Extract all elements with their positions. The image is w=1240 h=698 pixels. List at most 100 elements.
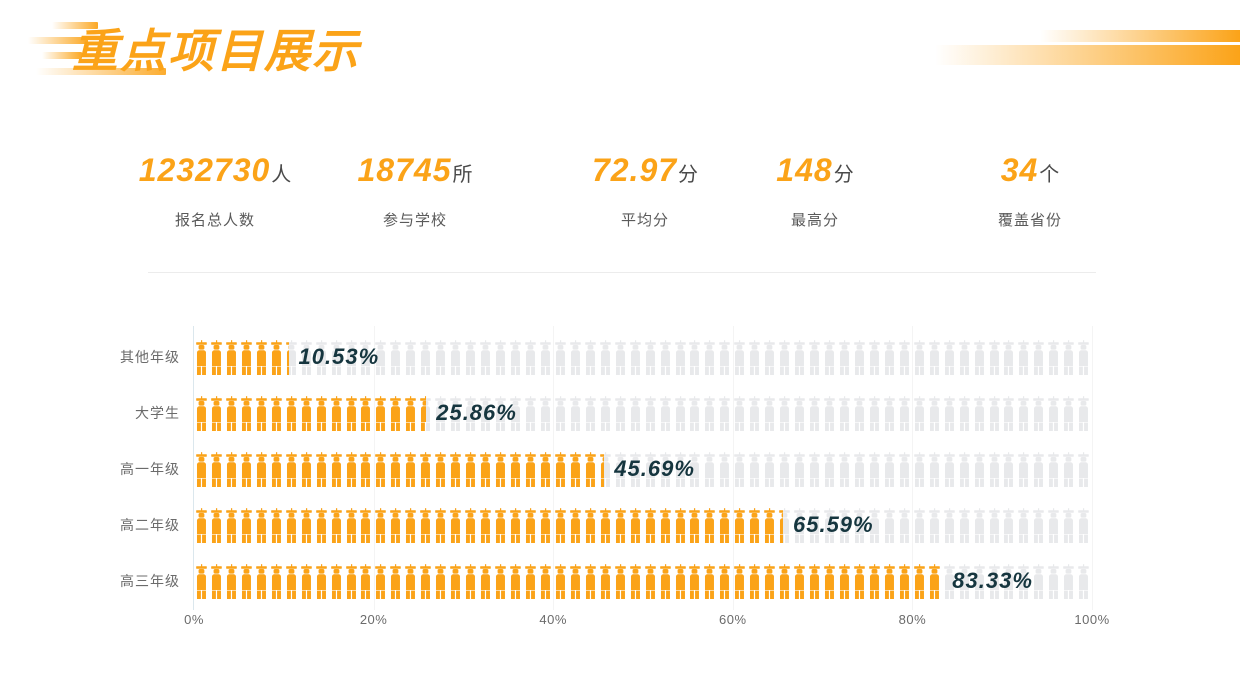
- graduate-person-icon: [824, 396, 835, 431]
- graduate-person-icon: [1018, 340, 1030, 375]
- graduate-person-icon: [898, 452, 910, 487]
- graduate-person-icon: [614, 340, 626, 375]
- graduate-person-icon: [884, 340, 895, 375]
- graduate-person-icon: [958, 396, 970, 431]
- graduate-person-icon: [420, 508, 432, 543]
- stat-unit: 分: [833, 164, 854, 186]
- graduate-person-icon: [928, 564, 940, 599]
- graduate-person-icon: [884, 508, 895, 543]
- graduate-person-icon: [420, 452, 432, 487]
- graduate-person-icon: [1033, 396, 1045, 431]
- graduate-person-icon: [809, 396, 820, 431]
- graduate-person-icon: [749, 340, 761, 375]
- graduate-person-icon: [315, 564, 327, 599]
- graduate-person-icon: [405, 508, 417, 543]
- graduate-person-icon: [226, 564, 237, 599]
- graduate-person-icon: [734, 508, 746, 543]
- graduate-person-icon: [1063, 508, 1075, 543]
- graduate-person-icon: [360, 452, 372, 487]
- graduate-person-icon: [689, 340, 701, 375]
- graduate-person-icon: [570, 396, 581, 431]
- chart-row-label: 其他年级: [120, 349, 180, 365]
- graduate-person-icon: [1048, 564, 1060, 599]
- graduate-person-icon: [674, 396, 686, 431]
- graduate-person-icon: [405, 396, 417, 431]
- graduate-person-icon: [1018, 564, 1030, 599]
- graduate-person-icon: [1003, 396, 1015, 431]
- graduate-person-icon: [629, 340, 641, 375]
- stat-value: 1232730人: [138, 152, 292, 188]
- corner-bar-bottom: [935, 45, 1240, 65]
- graduate-person-icon: [256, 564, 267, 599]
- graduate-person-icon: [1078, 396, 1089, 431]
- graduate-person-icon: [614, 508, 626, 543]
- stat-label: 覆盖省份: [997, 212, 1062, 229]
- graduate-person-icon: [824, 452, 835, 487]
- graduate-person-icon: [973, 396, 985, 431]
- speed-line-4: [36, 68, 166, 75]
- graduate-person-icon: [330, 452, 342, 487]
- graduate-person-icon: [898, 340, 910, 375]
- graduate-person-icon: [614, 564, 626, 599]
- corner-bar-top: [1040, 30, 1240, 42]
- graduate-person-icon: [315, 508, 327, 543]
- graduate-person-icon: [584, 452, 596, 487]
- graduate-person-icon: [270, 508, 282, 543]
- graduate-person-icon: [256, 340, 267, 375]
- graduate-person-icon: [330, 396, 342, 431]
- chart-row: 高二年级 65.59%: [0, 502, 1240, 548]
- graduate-person-icon: [315, 340, 327, 375]
- graduate-person-icon: [345, 396, 357, 431]
- graduate-person-icon: [869, 396, 880, 431]
- graduate-person-icon: [435, 452, 447, 487]
- graduate-person-icon: [510, 564, 521, 599]
- graduate-person-icon: [659, 564, 671, 599]
- graduate-person-icon: [958, 452, 970, 487]
- graduate-person-icon: [854, 508, 865, 543]
- graduate-person-icon: [629, 452, 641, 487]
- graduate-person-icon: [1078, 452, 1089, 487]
- graduate-person-icon: [390, 508, 402, 543]
- graduate-person-icon: [480, 564, 491, 599]
- section-divider: [148, 272, 1096, 273]
- graduate-person-icon: [465, 340, 476, 375]
- graduate-person-icon: [285, 564, 297, 599]
- graduate-person-icon: [854, 340, 865, 375]
- graduate-person-icon: [1063, 452, 1075, 487]
- graduate-person-icon: [480, 508, 491, 543]
- graduate-person-icon: [898, 396, 910, 431]
- graduate-person-icon: [839, 340, 850, 375]
- graduate-person-icon: [584, 396, 596, 431]
- chart-value-label: 45.69%: [614, 456, 695, 481]
- graduate-person-icon: [375, 564, 387, 599]
- stat-card-5: 34个 覆盖省份: [910, 148, 1150, 235]
- graduate-person-icon: [375, 452, 387, 487]
- gridline-40: [553, 326, 555, 610]
- graduate-person-icon: [540, 564, 551, 599]
- graduate-person-icon: [345, 452, 357, 487]
- graduate-person-icon: [884, 564, 895, 599]
- graduate-person-icon: [898, 564, 910, 599]
- graduate-person-icon: [570, 564, 581, 599]
- graduate-person-icon: [988, 396, 1000, 431]
- graduate-person-icon: [300, 452, 312, 487]
- graduate-person-icon: [794, 452, 805, 487]
- graduate-person-icon: [555, 340, 566, 375]
- chart-row: 其他年级 10.53%: [0, 334, 1240, 380]
- graduate-person-icon: [584, 340, 596, 375]
- graduate-person-icon: [719, 564, 731, 599]
- graduate-person-icon: [973, 452, 985, 487]
- graduate-person-icon: [450, 564, 461, 599]
- graduate-person-icon: [988, 564, 1000, 599]
- graduate-person-icon: [734, 452, 746, 487]
- graduate-person-icon: [300, 508, 312, 543]
- graduate-person-icon: [375, 396, 387, 431]
- graduate-person-icon: [809, 452, 820, 487]
- stat-label: 参与学校: [382, 212, 447, 229]
- corner-decoration: [920, 0, 1240, 90]
- gridline-60: [732, 326, 734, 610]
- graduate-person-icon: [704, 564, 716, 599]
- graduate-person-icon: [390, 396, 402, 431]
- graduate-person-icon: [495, 396, 506, 431]
